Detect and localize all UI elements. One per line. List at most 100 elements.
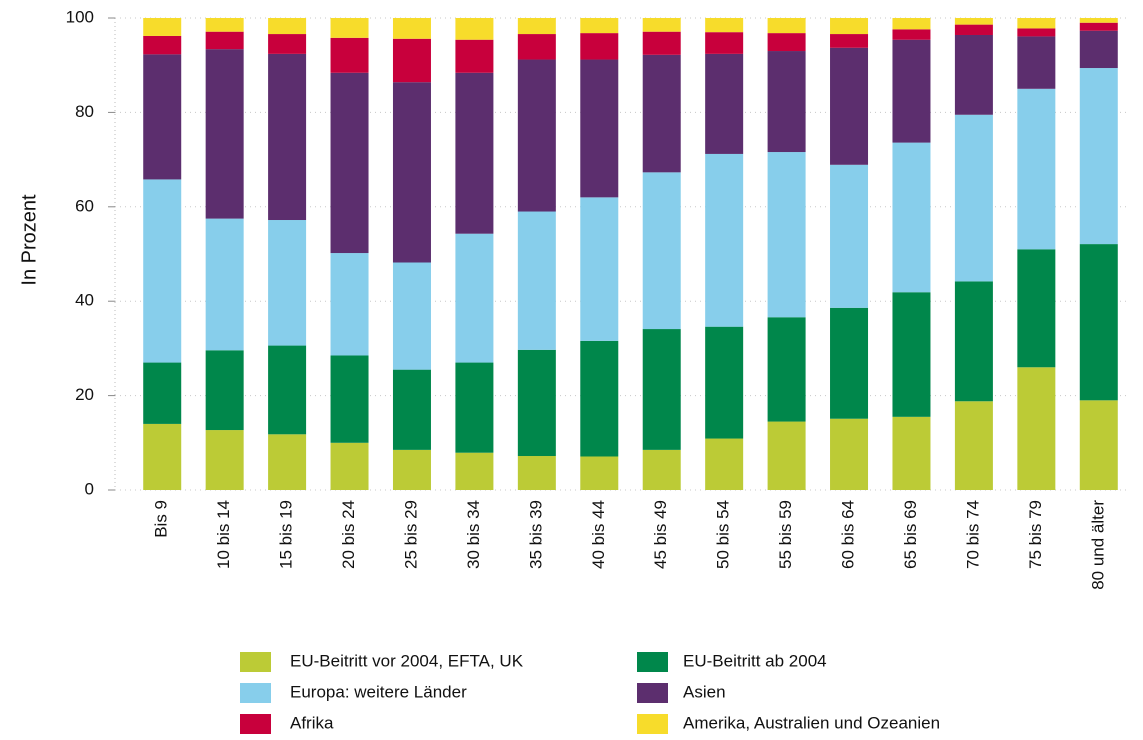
- bar-segment: [143, 18, 182, 36]
- x-tick-label: 40 bis 44: [589, 500, 608, 569]
- bar-segment: [830, 34, 869, 48]
- bar-segment: [392, 449, 431, 490]
- bar-segment: [330, 18, 369, 38]
- bar-segment: [954, 34, 993, 115]
- x-tick-label: 50 bis 54: [714, 500, 733, 569]
- bar-segment: [455, 452, 494, 490]
- bar-segment: [1079, 30, 1118, 69]
- legend-label: Europa: weitere Länder: [290, 682, 467, 701]
- bar-segment: [268, 345, 307, 435]
- bar-segment: [830, 164, 869, 308]
- bar-segment: [330, 72, 369, 254]
- bar-segment: [767, 152, 806, 318]
- bar-segment: [892, 29, 931, 40]
- bar-segment: [892, 416, 931, 490]
- bar-segment: [767, 33, 806, 52]
- x-tick-label: 10 bis 14: [214, 500, 233, 569]
- bar-segment: [455, 39, 494, 73]
- bar-segment: [268, 53, 307, 221]
- bar-segment: [330, 355, 369, 443]
- legend-swatch: [240, 714, 271, 734]
- bar-segment: [892, 142, 931, 293]
- bar-segment: [830, 47, 869, 165]
- bar-segment: [580, 340, 619, 457]
- bar-segment: [392, 18, 431, 39]
- x-tick-label: 15 bis 19: [277, 500, 296, 569]
- bar-segment: [767, 421, 806, 490]
- bar-segment: [705, 153, 744, 327]
- bar-segment: [330, 37, 369, 73]
- x-tick-label: 55 bis 59: [776, 500, 795, 569]
- x-tick-label: 65 bis 69: [901, 500, 920, 569]
- bar-segment: [830, 307, 869, 419]
- bar-segment: [205, 430, 244, 490]
- bar-segment: [517, 18, 556, 35]
- bar-segment: [642, 172, 681, 330]
- x-tick-label: 80 und älter: [1088, 500, 1107, 590]
- bar-segment: [580, 456, 619, 490]
- x-tick-label: 60 bis 64: [839, 500, 858, 569]
- bar-segment: [205, 49, 244, 219]
- bar-segment: [392, 262, 431, 370]
- bar-segment: [705, 32, 744, 54]
- legend-label: EU-Beitritt ab 2004: [683, 651, 827, 670]
- bar-segment: [1079, 22, 1118, 31]
- bar-segment: [580, 18, 619, 34]
- bar-segment: [580, 59, 619, 198]
- bar-segment: [330, 253, 369, 356]
- legend-label: Amerika, Australien und Ozeanien: [683, 713, 940, 732]
- bar-segment: [642, 329, 681, 450]
- x-tick-label: 35 bis 39: [526, 500, 545, 569]
- x-tick-label: 75 bis 79: [1026, 500, 1045, 569]
- bar-segment: [392, 369, 431, 450]
- bar-segment: [642, 54, 681, 173]
- bar-segment: [954, 18, 993, 25]
- bar-segment: [954, 401, 993, 490]
- y-tick-label: 40: [75, 291, 94, 310]
- bar-segment: [767, 18, 806, 34]
- legend-label: Afrika: [290, 713, 334, 732]
- bar-segment: [954, 24, 993, 35]
- bar-segment: [268, 434, 307, 490]
- bar-segment: [892, 292, 931, 417]
- bar-segment: [767, 317, 806, 422]
- bar-segment: [1017, 18, 1056, 29]
- bar-segment: [954, 114, 993, 282]
- legend-swatch: [637, 714, 668, 734]
- bar-segment: [205, 31, 244, 50]
- bar-segment: [705, 326, 744, 439]
- bar-segment: [143, 54, 182, 180]
- bar-segment: [143, 179, 182, 363]
- bar-segment: [954, 281, 993, 402]
- bar-segment: [705, 18, 744, 33]
- bar-segment: [517, 34, 556, 60]
- x-tick-label: Bis 9: [152, 500, 171, 538]
- bar-segment: [268, 18, 307, 35]
- bar-segment: [1017, 249, 1056, 368]
- bar-segment: [642, 31, 681, 55]
- bar-segment: [830, 418, 869, 490]
- bar-segment: [830, 18, 869, 35]
- x-tick-label: 30 bis 34: [464, 500, 483, 569]
- bar-segment: [205, 350, 244, 431]
- bar-segment: [1017, 88, 1056, 250]
- x-tick-label: 20 bis 24: [339, 500, 358, 569]
- y-tick-label: 100: [66, 7, 94, 26]
- bar-segment: [392, 82, 431, 263]
- bar-segment: [517, 456, 556, 490]
- bar-segment: [642, 18, 681, 32]
- bar-segment: [767, 51, 806, 153]
- bar-segment: [517, 59, 556, 212]
- bar-segment: [580, 197, 619, 341]
- y-tick-label: 60: [75, 196, 94, 215]
- y-axis-label: In Prozent: [18, 194, 40, 286]
- bar-segment: [455, 72, 494, 234]
- bar-segment: [1079, 244, 1118, 401]
- legend-swatch: [240, 683, 271, 703]
- bar-segment: [455, 233, 494, 363]
- legend-label: EU-Beitritt vor 2004, EFTA, UK: [290, 651, 524, 670]
- y-tick-label: 80: [75, 102, 94, 121]
- bar-segment: [642, 449, 681, 490]
- bar-segment: [143, 362, 182, 424]
